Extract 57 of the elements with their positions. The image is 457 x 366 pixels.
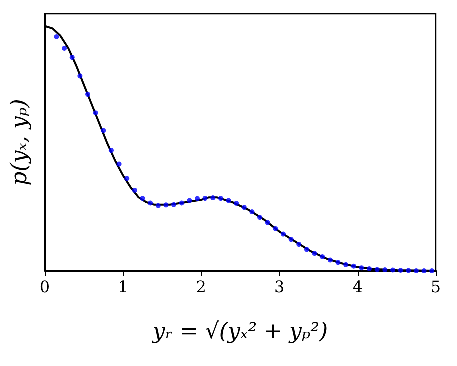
point	[288, 237, 294, 242]
point	[86, 92, 91, 98]
point	[202, 196, 208, 202]
point	[54, 34, 60, 40]
point	[116, 162, 122, 167]
point	[422, 268, 427, 274]
point	[156, 203, 161, 208]
point	[124, 176, 130, 182]
point	[258, 215, 263, 220]
point	[226, 198, 232, 204]
point	[359, 266, 364, 271]
point	[336, 260, 341, 266]
point	[390, 268, 396, 273]
point	[210, 196, 216, 201]
x-tick-label: 2	[196, 278, 206, 296]
point	[62, 46, 68, 52]
point	[234, 200, 240, 206]
point	[374, 267, 380, 272]
point	[382, 268, 388, 273]
x-tick-label: 5	[430, 278, 442, 296]
x-tick-label: 1	[118, 278, 128, 296]
point	[148, 200, 154, 206]
point	[140, 196, 146, 202]
x-tick-label: 4	[352, 278, 363, 296]
point	[296, 242, 302, 248]
x-axis-title: yᵣ = √(yₓ² + yₚ²)	[152, 320, 328, 344]
point	[93, 110, 98, 116]
point	[351, 264, 356, 269]
point	[398, 268, 404, 274]
point	[273, 226, 278, 232]
point	[218, 196, 224, 202]
point	[304, 247, 310, 252]
y-axis-title: p(yₓ, yₚ)	[8, 99, 32, 186]
point	[320, 254, 326, 260]
point	[406, 268, 412, 274]
point	[344, 262, 349, 268]
point	[172, 202, 177, 208]
point	[78, 74, 83, 79]
point	[250, 210, 255, 215]
point	[108, 148, 114, 154]
point	[132, 188, 138, 193]
point	[414, 268, 419, 274]
point	[312, 251, 318, 256]
point	[101, 128, 106, 134]
point	[430, 268, 435, 274]
point	[265, 220, 270, 226]
point	[242, 205, 247, 210]
point	[367, 266, 372, 272]
x-tick-label: 3	[274, 278, 285, 296]
point	[70, 55, 75, 60]
x-tick-label: 0	[40, 278, 50, 296]
point	[281, 232, 286, 237]
point	[194, 196, 200, 202]
point	[179, 200, 184, 206]
point	[187, 198, 192, 204]
point	[164, 202, 169, 208]
point	[328, 258, 333, 263]
